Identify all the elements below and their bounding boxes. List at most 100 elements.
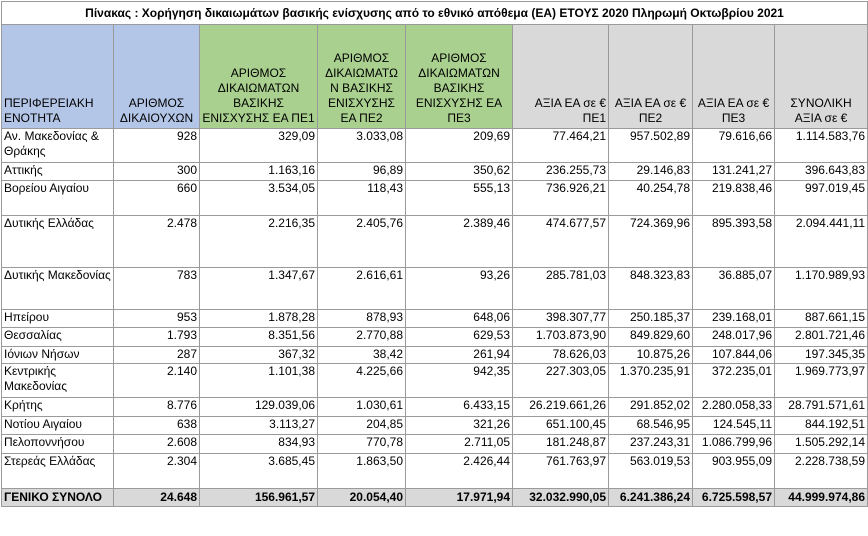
value-cell: 2.426,44: [405, 453, 513, 489]
region-name: Πελοποννήσου: [1, 434, 114, 454]
value-cell: 68.546,95: [608, 416, 693, 435]
total-cell: 6.241.386,24: [608, 488, 693, 507]
value-cell: 2.389,46: [405, 215, 513, 268]
total-cell: 20.054,40: [317, 488, 406, 507]
value-cell: 239.168,01: [692, 309, 775, 328]
value-cell: 6.433,15: [405, 397, 513, 417]
value-cell: 291.852,02: [608, 397, 693, 417]
table-row: Ιόνιων Νήσων 287 367,32 38,42 261,94 78.626,0…: [1, 346, 868, 364]
table-row: Βορείου Αιγαίου 660 3.534,05 118,43 555,13 73…: [1, 180, 868, 216]
value-cell: 107.844,06: [692, 346, 775, 364]
header-rights-pe3: ΑΡΙΘΜΟΣ ΔΙΚΑΙΩΜΑΤΩΝ ΒΑΣΙΚΗΣ ΕΝΙΣΧΥΣΗΣ ΕΑ…: [405, 24, 513, 129]
value-cell: 2.770,88: [317, 327, 406, 347]
value-cell: 1.793: [113, 327, 200, 347]
value-cell: 736.926,21: [512, 180, 609, 216]
table-row: Θεσσαλίας 1.793 8.351,56 2.770,88 629,53 1.70…: [1, 327, 868, 347]
header-rights-pe2: ΑΡΙΘΜΟΣ ΔΙΚΑΙΩΜΑΤΩ Ν ΒΑΣΙΚΗΣ ΕΝΙΣΧΥΣΗΣ Ε…: [317, 24, 406, 129]
region-name: Ηπείρου: [1, 309, 114, 328]
table-row: Στερεάς Ελλάδας 2.304 3.685,45 1.863,50 2.42…: [1, 453, 868, 489]
region-name: Αττικής: [1, 162, 114, 181]
value-cell: 1.170.989,93: [773, 267, 868, 310]
region-name: Δυτικής Μακεδονίας: [1, 267, 114, 310]
value-cell: 3.685,45: [199, 453, 318, 489]
region-name: Ιόνιων Νήσων: [1, 346, 114, 364]
value-cell: 209,69: [405, 128, 513, 163]
value-cell: 118,43: [317, 180, 406, 216]
value-cell: 77.464,21: [512, 128, 609, 163]
value-cell: 8.351,56: [199, 327, 318, 347]
value-cell: 724.369,96: [608, 215, 693, 268]
value-cell: 398.307,77: [512, 309, 609, 328]
total-cell: 32.032.990,05: [512, 488, 609, 507]
value-cell: 329,09: [199, 128, 318, 163]
value-cell: 848.323,83: [608, 267, 693, 310]
value-cell: 3.113,27: [199, 416, 318, 435]
value-cell: 1.114.583,76: [773, 128, 868, 163]
value-cell: 396.643,83: [773, 162, 868, 181]
value-cell: 2.216,35: [199, 215, 318, 268]
value-cell: 237.243,31: [608, 434, 693, 454]
value-cell: 2.228.738,59: [773, 453, 868, 489]
region-name: Θεσσαλίας: [1, 327, 114, 347]
table-row: Νοτίου Αιγαίου 638 3.113,27 204,85 321,26 651…: [1, 416, 868, 435]
value-cell: 93,26: [405, 267, 513, 310]
value-cell: 1.878,28: [199, 309, 318, 328]
value-cell: 4.225,66: [317, 363, 406, 398]
value-cell: 40.254,78: [608, 180, 693, 216]
value-cell: 129.039,06: [199, 397, 318, 417]
table-row: Δυτικής Μακεδονίας 783 1.347,67 2.616,61 93,…: [1, 267, 868, 310]
value-cell: 1.030,61: [317, 397, 406, 417]
value-cell: 942,35: [405, 363, 513, 398]
value-cell: 261,94: [405, 346, 513, 364]
value-cell: 629,53: [405, 327, 513, 347]
table-row: Αν. Μακεδονίας & Θράκης 928 329,09 3.033,08…: [1, 128, 868, 163]
value-cell: 1.703.873,90: [512, 327, 609, 347]
value-cell: 474.677,57: [512, 215, 609, 268]
value-cell: 250.185,37: [608, 309, 693, 328]
region-name: Στερεάς Ελλάδας: [1, 453, 114, 489]
value-cell: 648,06: [405, 309, 513, 328]
table-row: Δυτικής Ελλάδας 2.478 2.216,35 2.405,76 2.38…: [1, 215, 868, 268]
value-cell: 2.711,05: [405, 434, 513, 454]
value-cell: 660: [113, 180, 200, 216]
value-cell: 181.248,87: [512, 434, 609, 454]
total-cell: 24.648: [113, 488, 200, 507]
value-cell: 638: [113, 416, 200, 435]
value-cell: 2.094.441,11: [773, 215, 868, 268]
value-cell: 372.235,01: [692, 363, 775, 398]
value-cell: 219.838,46: [692, 180, 775, 216]
value-cell: 1.863,50: [317, 453, 406, 489]
value-cell: 8.776: [113, 397, 200, 417]
value-cell: 563.019,53: [608, 453, 693, 489]
value-cell: 367,32: [199, 346, 318, 364]
value-cell: 285.781,03: [512, 267, 609, 310]
value-cell: 2.304: [113, 453, 200, 489]
value-cell: 849.829,60: [608, 327, 693, 347]
value-cell: 26.219.661,26: [512, 397, 609, 417]
value-cell: 131.241,27: [692, 162, 775, 181]
value-cell: 2.478: [113, 215, 200, 268]
table-row: Πελοποννήσου 2.608 834,93 770,78 2.711,05 181…: [1, 434, 868, 454]
value-cell: 651.100,45: [512, 416, 609, 435]
value-cell: 834,93: [199, 434, 318, 454]
value-cell: 2.616,61: [317, 267, 406, 310]
total-cell: 44.999.974,86: [773, 488, 868, 507]
total-cell: 6.725.598,57: [692, 488, 775, 507]
header-rights-pe1: ΑΡΙΘΜΟΣ ΔΙΚΑΙΩΜΑΤΩΝ ΒΑΣΙΚΗΣ ΕΝΙΣΧΥΣΗΣ ΕΑ…: [199, 24, 318, 129]
value-cell: 1.101,38: [199, 363, 318, 398]
total-row: ΓΕΝΙΚΟ ΣΥΝΟΛΟ 24.648 156.961,57 20.054,4…: [1, 488, 868, 507]
total-label: ΓΕΝΙΚΟ ΣΥΝΟΛΟ: [1, 488, 114, 507]
payment-table: Πίνακας : Χορήγηση δικαιωμάτων βασικής ε…: [0, 1, 868, 507]
value-cell: 28.791.571,61: [773, 397, 868, 417]
value-cell: 204,85: [317, 416, 406, 435]
value-cell: 227.303,05: [512, 363, 609, 398]
value-cell: 844.192,51: [773, 416, 868, 435]
table-row: Κεντρικής Μακεδονίας 2.140 1.101,38 4.225,6…: [1, 363, 868, 398]
value-cell: 248.017,96: [692, 327, 775, 347]
total-cell: 156.961,57: [199, 488, 318, 507]
value-cell: 2.608: [113, 434, 200, 454]
value-cell: 350,62: [405, 162, 513, 181]
value-cell: 29.146,83: [608, 162, 693, 181]
value-cell: 2.140: [113, 363, 200, 398]
value-cell: 997.019,45: [773, 180, 868, 216]
